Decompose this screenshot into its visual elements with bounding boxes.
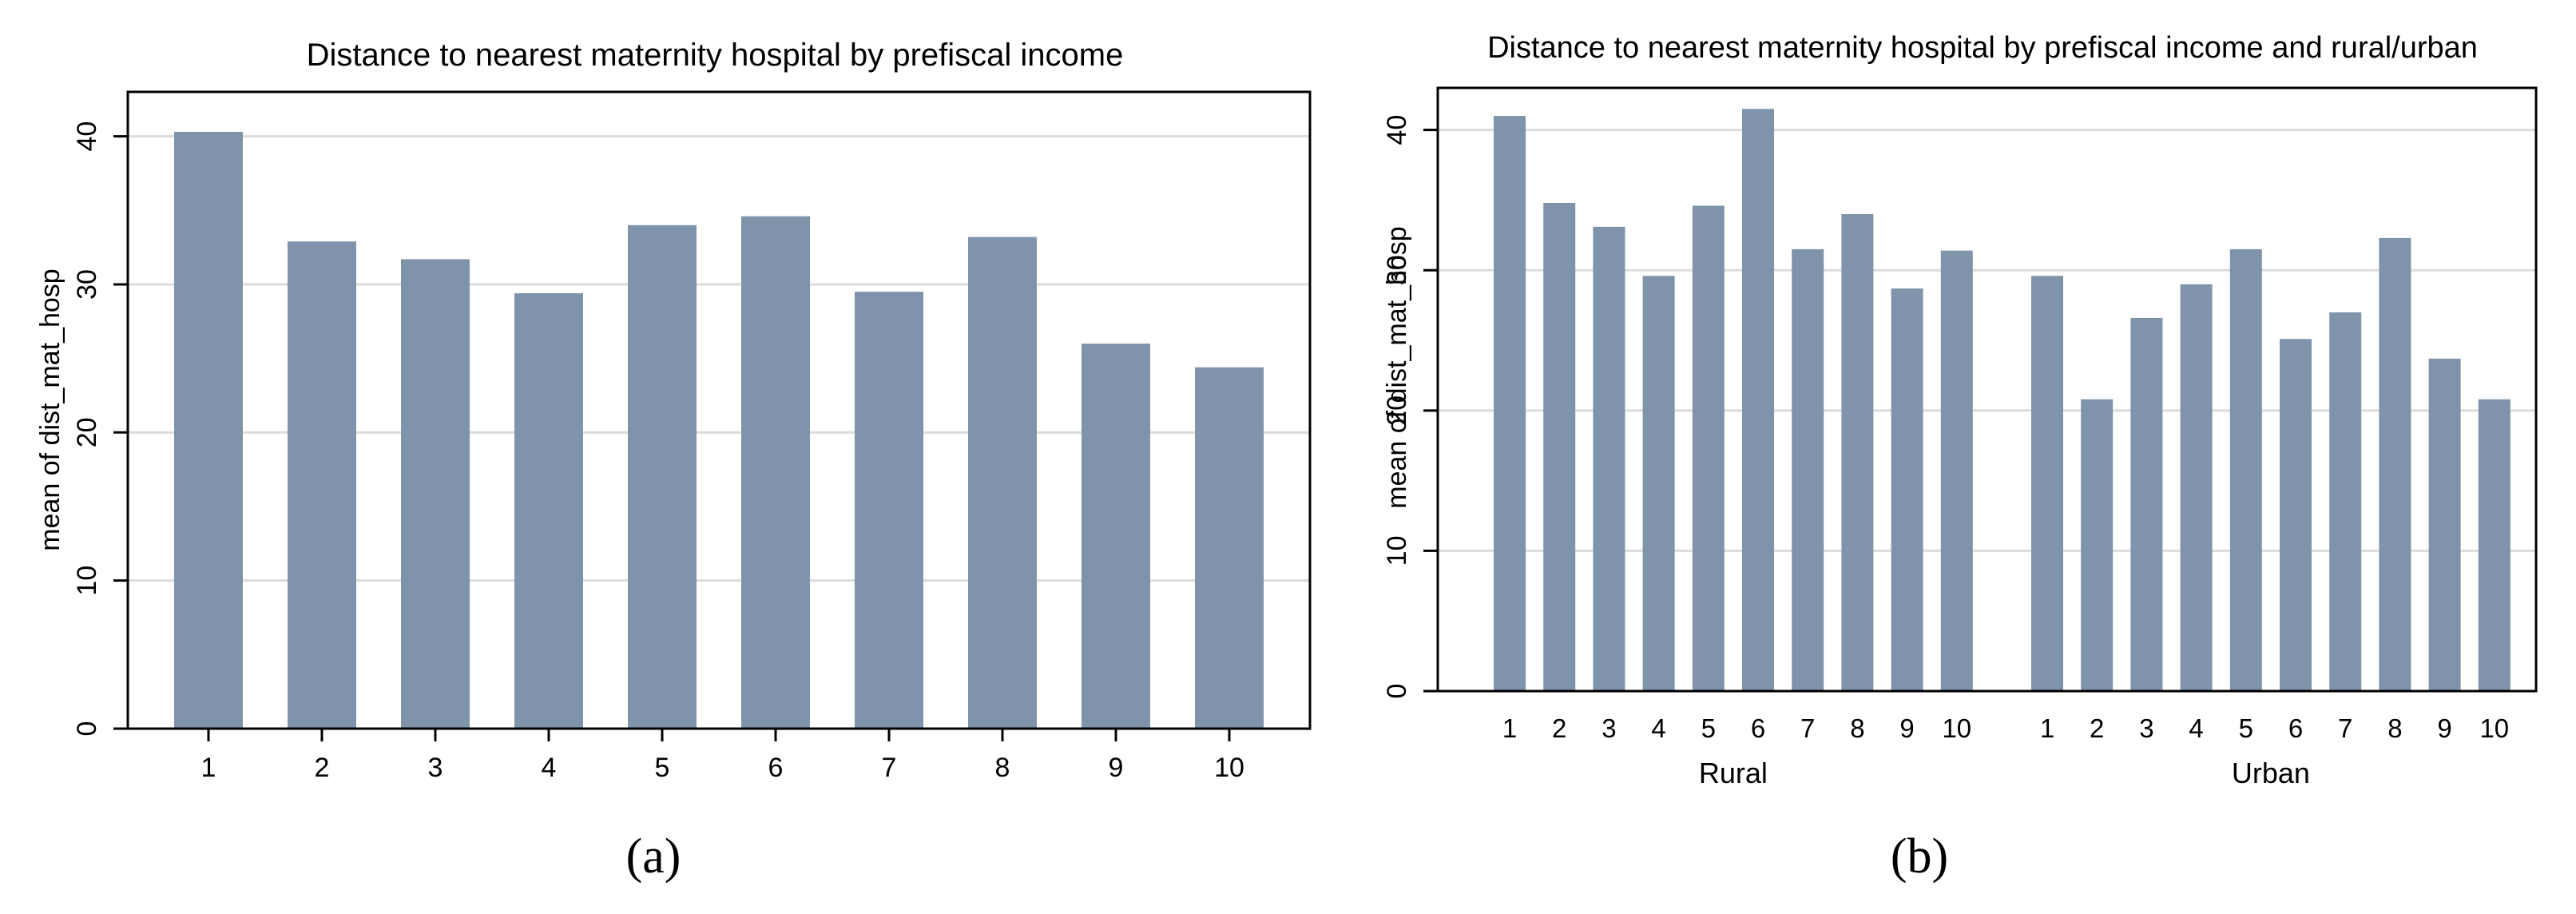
y-tick-label: 30: [1382, 255, 1412, 285]
x-tick-label: 3: [1602, 713, 1616, 743]
x-tick-label: 8: [1850, 713, 1864, 743]
y-tick-label: 40: [1382, 115, 1412, 145]
x-tick-label: 6: [2288, 713, 2303, 743]
y-tick-label: 10: [1382, 536, 1412, 566]
chart-b-caption: (b): [1891, 829, 1948, 884]
x-tick-label: 1: [2040, 713, 2054, 743]
chart-b-y-axis-label: mean of dist_mat_hosp: [1382, 226, 1412, 508]
x-tick-label: 9: [1899, 713, 1914, 743]
x-tick-label: 9: [2437, 713, 2451, 743]
x-tick-label: 2: [2090, 713, 2104, 743]
y-tick-label: 0: [1382, 684, 1412, 699]
bar: [1742, 109, 1774, 691]
chart-a-bars: [174, 132, 1264, 729]
chart-b-bars: [1494, 109, 2511, 692]
bar: [1692, 205, 1725, 691]
x-tick-label: 5: [1701, 713, 1716, 743]
bar: [1940, 250, 1973, 691]
x-tick-label: 7: [2338, 713, 2352, 743]
bar: [1543, 202, 1576, 691]
y-tick-label: 30: [72, 269, 102, 300]
bar: [1841, 214, 1874, 691]
x-tick-label: 10: [1942, 713, 1971, 743]
chart-b-y-ticks: 0 10 20 30 40: [1382, 115, 1438, 699]
bar: [514, 293, 583, 729]
x-tick-label: 6: [768, 753, 784, 783]
bar: [1494, 116, 1526, 691]
bar: [1195, 367, 1264, 729]
x-tick-label: 4: [1651, 713, 1665, 743]
x-tick-label: 2: [1552, 713, 1566, 743]
bar: [288, 241, 356, 729]
chart-b: Distance to nearest maternity hospital b…: [1382, 31, 2538, 884]
x-tick-label: 3: [2139, 713, 2153, 743]
bar: [968, 236, 1037, 729]
group-label: Urban: [2232, 757, 2310, 789]
chart-a-y-axis-label: mean of dist_mat_hosp: [35, 268, 65, 550]
chart-b-x-ticks: 1 2 3 4 5 6 7 8 9 10 1 2 3 4 5 6 7 8 9 10: [1502, 713, 2509, 743]
x-tick-label: 10: [2479, 713, 2509, 743]
bar: [1891, 288, 1923, 691]
bar: [2280, 339, 2312, 691]
x-tick-label: 8: [995, 753, 1010, 783]
bar: [2031, 276, 2063, 692]
x-tick-label: 1: [1502, 713, 1517, 743]
x-tick-label: 9: [1109, 753, 1124, 783]
chart-a-caption: (a): [626, 829, 681, 884]
bar: [628, 225, 697, 729]
bar: [401, 259, 470, 729]
chart-a-x-ticks: 1 2 3 4 5 6 7 8 9 10: [201, 729, 1244, 783]
x-tick-label: 4: [542, 753, 557, 783]
chart-b-group-labels: Rural Urban: [1699, 757, 2310, 789]
y-tick-label: 10: [72, 566, 102, 596]
bar: [2081, 399, 2114, 691]
chart-a-title: Distance to nearest maternity hospital b…: [307, 38, 1124, 73]
x-tick-label: 8: [2387, 713, 2402, 743]
bar: [2229, 248, 2262, 692]
bar: [1642, 276, 1675, 692]
group-label: Rural: [1699, 757, 1768, 789]
x-tick-label: 5: [2239, 713, 2253, 743]
bar: [174, 132, 243, 729]
x-tick-label: 10: [1214, 753, 1244, 783]
y-tick-label: 20: [72, 417, 102, 447]
x-tick-label: 2: [315, 753, 330, 783]
x-tick-label: 6: [1751, 713, 1765, 743]
x-tick-label: 5: [655, 753, 670, 783]
bar: [855, 292, 923, 729]
bar: [1593, 226, 1625, 692]
chart-b-plot-frame: [1436, 86, 2538, 693]
bar: [2379, 237, 2411, 692]
bar: [1082, 344, 1150, 729]
chart-a-y-ticks: 0 10 20 30 40: [72, 121, 128, 737]
bar: [2478, 399, 2511, 691]
bar: [2329, 312, 2362, 691]
y-tick-label: 0: [72, 721, 102, 737]
x-tick-label: 1: [201, 753, 216, 783]
chart-b-title: Distance to nearest maternity hospital b…: [1487, 31, 2478, 65]
chart-a: Distance to nearest maternity hospital b…: [35, 38, 1312, 884]
bar: [2180, 284, 2213, 691]
bar: [2130, 317, 2163, 691]
x-tick-label: 7: [1800, 713, 1815, 743]
bar: [1792, 248, 1824, 692]
y-tick-label: 20: [1382, 395, 1412, 426]
y-tick-label: 40: [72, 121, 102, 152]
bar: [741, 216, 810, 729]
x-tick-label: 4: [2189, 713, 2203, 743]
chart-a-plot-frame: [126, 90, 1312, 730]
x-tick-label: 7: [882, 753, 897, 783]
bar: [2428, 358, 2461, 691]
x-tick-label: 3: [428, 753, 443, 783]
